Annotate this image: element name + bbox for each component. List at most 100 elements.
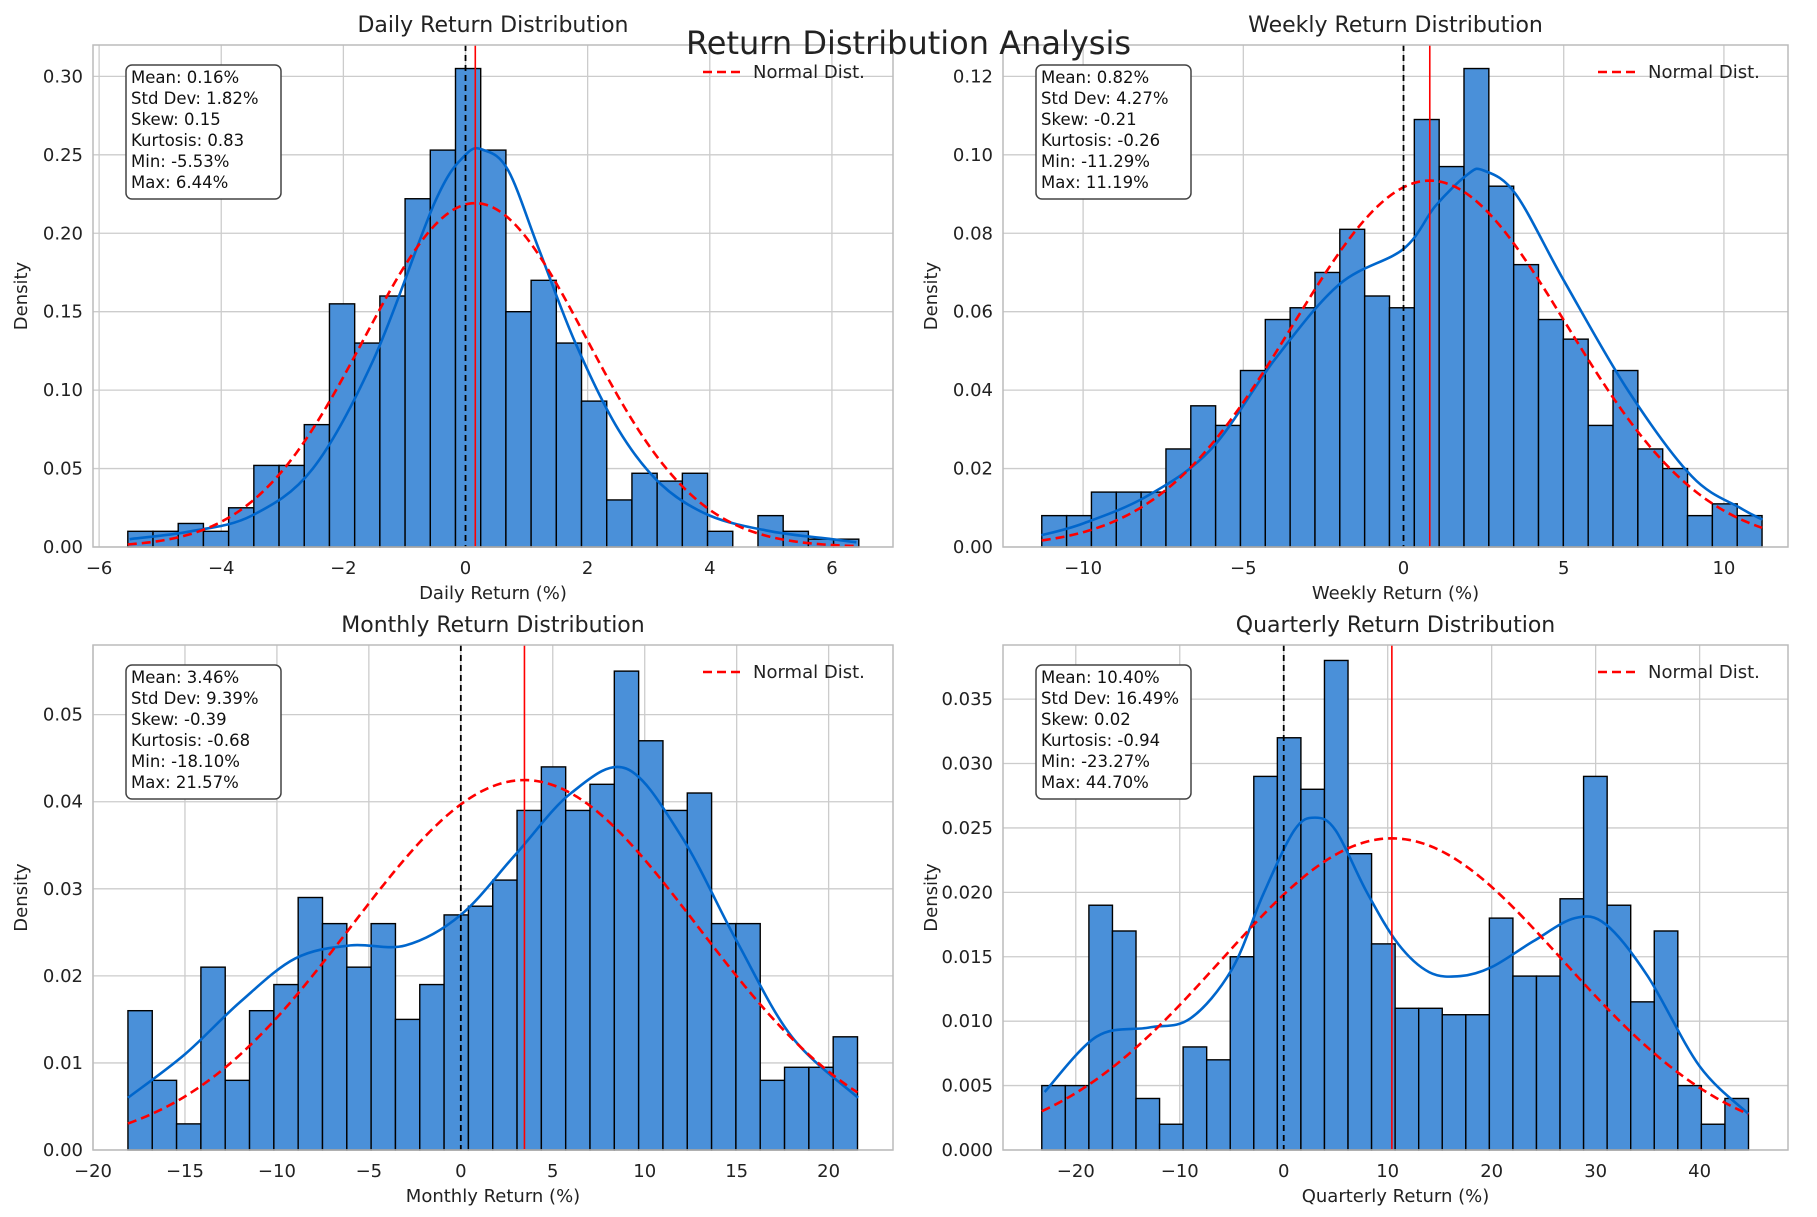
histogram-bar [1587,424,1614,548]
kde-line [1043,816,1750,1115]
stats-text: Mean: 3.46% [131,668,239,687]
histogram-bar [429,149,457,548]
figure-title: Return Distribution Analysis [685,24,1132,62]
y-tick-label: 0.01 [43,1053,83,1074]
histogram-bar [1677,1084,1703,1151]
y-tick-label: 0.00 [43,537,83,558]
histogram-bar [540,766,567,1151]
stats-text: Max: 44.70% [1041,773,1149,792]
normal-dist-line [1041,179,1763,542]
histogram-bar [1413,118,1440,548]
histogram-bar [564,809,591,1151]
histogram-bar [613,670,640,1151]
x-tick-label: 15 [725,1161,748,1182]
x-tick-label: 10 [633,1161,656,1182]
stats-box [1035,64,1192,200]
histogram-bar [555,342,583,548]
histogram-bar [1088,904,1114,1151]
stats-text: Skew: 0.02 [1041,710,1131,729]
histogram-bar [297,896,324,1151]
kde-line [127,765,859,1099]
histogram-bar [783,1066,810,1151]
histogram-bar [735,922,761,1151]
x-tick-label: 0 [460,558,471,579]
y-tick-label: 0.06 [953,302,993,323]
histogram-bar [200,966,226,1151]
histogram-bar [202,530,230,548]
stats-text: Skew: -0.39 [131,710,227,729]
x-tick-label: −5 [356,1161,383,1182]
y-tick-label: 0.12 [953,66,993,87]
x-tick-label: 0 [455,1161,466,1182]
histogram-bar [606,499,633,548]
histogram-bar [321,922,348,1151]
subplot-title: Weekly Return Distribution [1248,13,1543,38]
stats-text: Mean: 0.16% [131,68,239,87]
x-tick-label: 20 [817,1161,840,1182]
y-tick-label: 0.010 [941,1011,993,1032]
histogram-bar [1537,318,1565,548]
histogram-bar [1512,975,1538,1151]
histogram-bar [631,472,658,548]
histogram-bar [1276,737,1302,1151]
stats-text: Min: -23.27% [1041,752,1150,771]
x-tick-label: −5 [1230,558,1257,579]
stats-text: Std Dev: 16.49% [1041,689,1179,708]
histogram-bar [1229,956,1255,1151]
y-tick-label: 0.015 [941,947,993,968]
x-tick-label: −10 [1064,558,1102,579]
stats-text: Kurtosis: 0.83 [131,131,244,150]
plot-frame [92,644,894,1151]
histogram-bar [686,792,713,1151]
y-tick-label: 0.03 [43,879,83,900]
histogram-bar [1700,1123,1726,1151]
histogram-bar [1253,775,1279,1151]
subplot-4: −20 −10 0 10 20 30 40 0.000 0.005 0.010 0.015 0.020… [921,613,1789,1207]
y-tick-label: 0.25 [43,145,83,166]
histogram-bar [227,507,255,548]
histogram-bar [1239,369,1267,548]
x-axis-label: Monthly Return (%) [406,1186,580,1207]
x-tick-label: 40 [1688,1161,1711,1182]
histogram-bar [1417,1007,1443,1151]
histogram-bar [637,740,664,1151]
stats-text: Skew: 0.15 [131,110,221,129]
stats-box [125,664,282,800]
y-axis-label: Density [921,863,942,932]
histogram-bar [480,149,507,548]
histogram-bar [1465,1014,1491,1151]
histogram-bar [1300,788,1326,1151]
y-tick-label: 0.15 [43,302,83,323]
stats-text: Skew: -0.21 [1041,110,1137,129]
histogram-bar [454,67,482,548]
y-tick-label: 0.020 [941,882,993,903]
x-tick-label: −6 [86,558,113,579]
histogram-bar [253,464,280,548]
stats-text: Kurtosis: -0.26 [1041,131,1160,150]
histogram-bar [224,1079,251,1151]
y-tick-label: 0.20 [43,223,83,244]
histogram-bar [1562,338,1589,548]
x-tick-label: 4 [704,558,715,579]
y-tick-label: 0.030 [941,754,993,775]
histogram-bar [662,809,688,1151]
histogram-bar [759,1079,786,1151]
histogram-bar [1582,775,1608,1151]
y-tick-label: 0.04 [43,792,83,813]
legend-label: Normal Dist. [1648,62,1760,83]
subplot-3: −20 −15 −10 −5 0 5 10 15 20 0.00 0.01 0.02 0.03 0.04 0… [11,613,894,1207]
histogram-bar [516,809,543,1151]
stats-text: Min: -18.10% [131,752,240,771]
histogram-bar [1111,930,1137,1151]
x-tick-label: −15 [166,1161,204,1182]
histogram-bar [346,966,372,1151]
x-axis-label: Quarterly Return (%) [1302,1186,1490,1207]
plot-frame [1002,644,1789,1151]
stats-text: Min: -5.53% [131,152,229,171]
x-axis-label: Daily Return (%) [419,583,567,604]
x-tick-label: 20 [1480,1161,1503,1182]
stats-box [125,64,282,200]
histogram-bar [467,905,494,1151]
histogram-bar [175,1123,202,1151]
histogram-bar [353,342,381,548]
